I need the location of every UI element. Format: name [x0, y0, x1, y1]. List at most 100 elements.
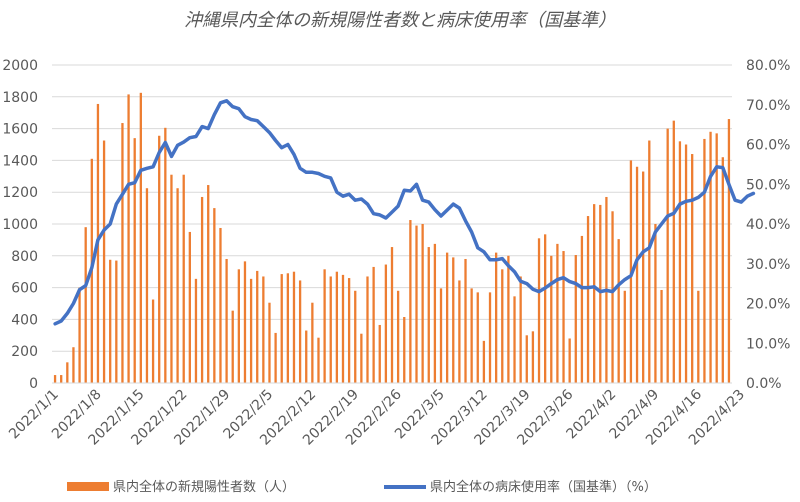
bar	[213, 208, 215, 383]
bar	[78, 288, 80, 383]
bar	[262, 276, 264, 383]
y-right-tick-label: 30.0%	[746, 257, 790, 273]
bar	[709, 132, 711, 383]
y-left-tick-label: 800	[11, 249, 38, 265]
bar	[728, 119, 730, 383]
bar	[342, 275, 344, 383]
legend-bar-label: 県内全体の新規陽性者数（人）	[113, 479, 295, 495]
bar	[544, 234, 546, 383]
y-left-tick-label: 1800	[2, 90, 38, 106]
bar	[691, 154, 693, 383]
bar	[636, 167, 638, 383]
bar	[477, 292, 479, 383]
bar-series	[54, 93, 730, 383]
bar	[305, 331, 307, 383]
bar	[611, 211, 613, 383]
bar	[415, 226, 417, 383]
bar	[225, 259, 227, 383]
bar	[250, 279, 252, 383]
bar	[489, 292, 491, 383]
y-left-tick-label: 1000	[2, 217, 38, 233]
y-right-tick-label: 60.0%	[746, 138, 790, 154]
y-left-tick-label: 1400	[2, 153, 38, 169]
y-right-tick-label: 80.0%	[746, 58, 790, 74]
y-right-tick-label: 20.0%	[746, 297, 790, 313]
y-left-tick-label: 0	[29, 376, 38, 392]
bar	[703, 139, 705, 383]
bar	[72, 347, 74, 383]
bar	[354, 291, 356, 383]
y-right-tick-label: 70.0%	[746, 98, 790, 114]
y-right-tick-label: 10.0%	[746, 336, 790, 352]
y-left-tick-label: 200	[11, 344, 38, 360]
bar	[66, 362, 68, 383]
bar	[158, 136, 160, 383]
bar	[587, 216, 589, 383]
bar	[299, 280, 301, 383]
bar	[660, 290, 662, 383]
bar	[575, 255, 577, 383]
bar	[624, 291, 626, 383]
bar	[507, 256, 509, 383]
y-right-tick-label: 40.0%	[746, 217, 790, 233]
bar	[244, 261, 246, 383]
bar	[115, 261, 117, 383]
bar	[330, 276, 332, 383]
bar	[360, 334, 362, 383]
bar	[152, 300, 154, 383]
bar	[189, 232, 191, 383]
bar	[397, 291, 399, 383]
bar	[458, 280, 460, 383]
bar	[569, 338, 571, 383]
bar	[513, 296, 515, 383]
bar	[207, 185, 209, 383]
bar	[385, 265, 387, 383]
bar	[446, 253, 448, 383]
bar	[483, 341, 485, 383]
bar	[421, 224, 423, 383]
bar	[238, 269, 240, 383]
bar	[140, 93, 142, 383]
bar	[281, 274, 283, 383]
bar	[654, 224, 656, 383]
bar	[232, 311, 234, 383]
bar	[348, 278, 350, 383]
y-right-tick-label: 50.0%	[746, 177, 790, 193]
bar	[268, 303, 270, 383]
bar	[164, 128, 166, 383]
y-left-tick-label: 2000	[2, 58, 38, 74]
bar	[323, 269, 325, 383]
bar	[134, 138, 136, 383]
bar	[372, 267, 374, 383]
bar	[293, 272, 295, 383]
bar	[170, 175, 172, 383]
bar	[336, 272, 338, 383]
legend: 県内全体の新規陽性者数（人） 県内全体の病床使用率（国基準）（%）	[67, 479, 657, 495]
bar	[501, 269, 503, 383]
bar	[195, 279, 197, 383]
bar	[183, 175, 185, 383]
bar	[667, 129, 669, 383]
bar	[550, 256, 552, 383]
bar	[379, 325, 381, 383]
y-left-tick-label: 1200	[2, 185, 38, 201]
bar	[556, 244, 558, 383]
bar	[274, 333, 276, 383]
bar	[440, 288, 442, 383]
bar	[317, 338, 319, 383]
bar	[685, 145, 687, 384]
bar	[391, 247, 393, 383]
bar	[256, 271, 258, 383]
bar	[146, 188, 148, 383]
bar	[538, 238, 540, 383]
bar	[519, 276, 521, 383]
bar	[434, 244, 436, 383]
bar	[599, 205, 601, 383]
bar	[581, 236, 583, 383]
bar	[428, 247, 430, 383]
bar	[54, 375, 56, 383]
bar	[409, 220, 411, 383]
